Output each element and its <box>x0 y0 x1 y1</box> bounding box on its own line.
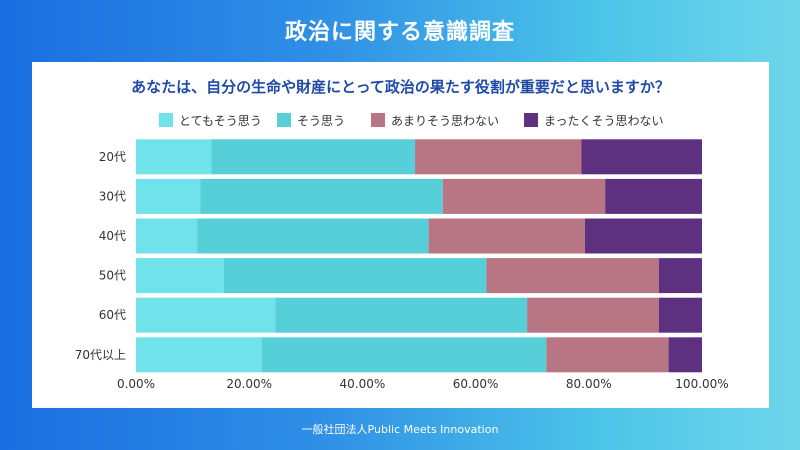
bar-segment <box>658 258 702 294</box>
legend-swatch <box>159 113 173 127</box>
bar-segment <box>486 258 659 294</box>
chart-title: あなたは、自分の生命や財産にとって政治の果たす役割が重要だと思いますか？ <box>131 78 670 96</box>
bar-segment <box>668 337 702 373</box>
bar-segment <box>211 139 416 175</box>
bar-segment <box>136 297 276 333</box>
bar-segment <box>442 178 606 214</box>
x-tick-label: 0.00% <box>117 377 155 391</box>
bar-segment <box>428 218 585 254</box>
category-label: 50代 <box>99 269 126 283</box>
x-tick-label: 60.00% <box>453 377 499 391</box>
category-label: 70代以上 <box>75 348 126 362</box>
legend-label: あまりそう思わない <box>391 114 499 128</box>
x-tick-label: 100.00% <box>675 377 728 391</box>
bar-segment <box>136 258 224 294</box>
x-tick-label: 40.00% <box>340 377 386 391</box>
bar-segment <box>136 139 212 175</box>
bar-segment <box>136 337 262 373</box>
bar-segment <box>136 218 198 254</box>
bar-segment <box>605 178 702 214</box>
bar-segment <box>197 218 429 254</box>
category-label: 20代 <box>99 150 126 164</box>
category-label: 60代 <box>99 308 126 322</box>
bar-segment <box>415 139 582 175</box>
bar-segment <box>223 258 487 294</box>
bar-segment <box>275 297 528 333</box>
legend-swatch <box>371 113 385 127</box>
bar-segment <box>546 337 669 373</box>
x-tick-label: 20.00% <box>226 377 272 391</box>
bar-segment <box>581 139 702 175</box>
footer-credit: 一般社団法人Public Meets Innovation <box>301 423 499 436</box>
bar-segment <box>658 297 702 333</box>
legend-swatch <box>277 113 291 127</box>
bar-segment <box>261 337 547 373</box>
page-title: 政治に関する意識調査 <box>284 20 515 45</box>
bar-segment <box>527 297 659 333</box>
legend-swatch <box>524 113 538 127</box>
legend-label: まったくそう思わない <box>544 114 664 128</box>
category-label: 30代 <box>99 189 126 203</box>
bar-segment <box>200 178 443 214</box>
category-label: 40代 <box>99 229 126 243</box>
legend-label: とてもそう思う <box>179 114 262 128</box>
legend-label: そう思う <box>297 114 345 128</box>
x-tick-label: 80.00% <box>566 377 612 391</box>
bar-segment <box>584 218 702 254</box>
bar-segment <box>136 178 201 214</box>
